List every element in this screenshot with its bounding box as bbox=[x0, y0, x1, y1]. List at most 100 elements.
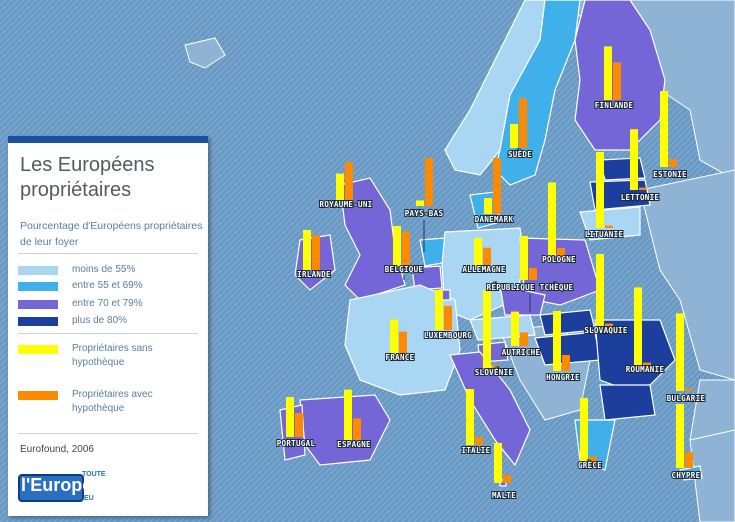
bar-without-mortgage-roumanie bbox=[634, 287, 642, 365]
country-label-lituanie: LITUANIE bbox=[585, 230, 624, 239]
legend-label-over-80: plus de 80% bbox=[72, 315, 128, 326]
legend-subtitle: Pourcentage d'Européens propriétaires de… bbox=[20, 220, 203, 248]
bar-without-mortgage-chypre bbox=[676, 404, 684, 468]
country-label-slovenie: SLOVÉNIE bbox=[475, 368, 514, 377]
bar-with-mortgage-autriche bbox=[520, 332, 528, 346]
legend-swatch-under-55 bbox=[18, 266, 58, 275]
legend-swatch-70-79 bbox=[18, 300, 58, 309]
legend-title-line1: Les Européens bbox=[20, 154, 155, 176]
legend-label-with-mortgage: Propriétaires avec hypothèque bbox=[72, 388, 153, 416]
country-label-suede: SUÈDE bbox=[508, 150, 532, 159]
legend-label-with-mortgage-line2: hypothèque bbox=[72, 403, 125, 414]
bar-without-mortgage-republique-tcheque bbox=[520, 236, 528, 280]
legend-title-line2: propriétaires bbox=[20, 179, 132, 201]
legend-swatch-without-mortgage bbox=[18, 345, 58, 354]
bar-with-mortgage-portugal bbox=[295, 413, 303, 437]
bar-without-mortgage-france bbox=[390, 319, 398, 354]
country-label-roumanie: ROUMANIE bbox=[626, 365, 665, 374]
bar-with-mortgage-royaume-uni bbox=[345, 162, 353, 200]
logo-suffix: .EU bbox=[82, 495, 94, 502]
country-label-pologne: POLOGNE bbox=[542, 255, 576, 264]
bar-with-mortgage-belgique bbox=[402, 231, 410, 266]
bar-without-mortgage-suede bbox=[510, 124, 518, 148]
bar-with-mortgage-luxembourg bbox=[444, 306, 452, 330]
country-label-allemagne: ALLEMAGNE bbox=[462, 265, 506, 274]
bar-with-mortgage-slovenie bbox=[492, 365, 500, 368]
logo-word: l'Europe bbox=[21, 475, 93, 495]
bar-without-mortgage-estonie bbox=[660, 91, 668, 167]
bar-with-mortgage-bulgarie bbox=[685, 388, 693, 391]
country-label-portugal: PORTUGAL bbox=[277, 439, 316, 448]
bar-without-mortgage-hongrie bbox=[553, 311, 561, 371]
source-credit: Eurofound, 2006 bbox=[20, 444, 94, 455]
country-belgium bbox=[411, 265, 443, 291]
bar-without-mortgage-danemark bbox=[484, 198, 492, 214]
bar-with-mortgage-danemark bbox=[493, 158, 501, 214]
bar-without-mortgage-malte bbox=[494, 443, 502, 483]
bar-with-mortgage-france bbox=[399, 331, 407, 354]
logo-top: TOUTE bbox=[82, 471, 106, 478]
bar-without-mortgage-belgique bbox=[393, 226, 401, 266]
country-label-irlande: IRLANDE bbox=[297, 270, 331, 279]
country-label-royaume-uni: ROYAUME-UNI bbox=[320, 200, 373, 209]
country-label-luxembourg: LUXEMBOURG bbox=[424, 331, 472, 340]
bar-without-mortgage-allemagne bbox=[474, 238, 482, 266]
country-label-chypre: CHYPRE bbox=[672, 471, 701, 480]
bar-with-mortgage-hongrie bbox=[562, 355, 570, 371]
country-label-hongrie: HONGRIE bbox=[546, 373, 580, 382]
country-labels: FINLANDE SUÈDE ESTONIE LETTONIE LITUANIE ROYA… bbox=[276, 100, 706, 501]
bar-without-mortgage-irlande bbox=[303, 230, 311, 270]
country-label-finlande: FINLANDE bbox=[595, 101, 634, 110]
country-poland bbox=[519, 237, 601, 306]
country-bars bbox=[286, 46, 693, 483]
country-label-espagne: ESPAGNE bbox=[337, 440, 371, 449]
legend-swatch-with-mortgage bbox=[18, 391, 58, 400]
country-label-autriche: AUTRICHE bbox=[502, 348, 541, 357]
legend-swatch-over-80 bbox=[18, 317, 58, 326]
legend-swatch-55-69 bbox=[18, 282, 58, 291]
bar-without-mortgage-royaume-uni bbox=[336, 173, 344, 200]
country-cyprus bbox=[679, 465, 703, 481]
bar-with-mortgage-lettonie bbox=[639, 187, 647, 190]
bar-with-mortgage-chypre bbox=[685, 452, 693, 468]
legend-label-with-mortgage-line1: Propriétaires avec bbox=[72, 389, 153, 400]
country-bulgaria bbox=[599, 384, 656, 421]
country-label-republique-tcheque: RÉPUBLIQUE TCHÈQUE bbox=[487, 283, 574, 292]
country-label-france: FRANCE bbox=[386, 353, 415, 362]
bar-with-mortgage-italie bbox=[475, 437, 483, 445]
bar-with-mortgage-malte bbox=[503, 475, 511, 483]
legend-divider bbox=[18, 333, 198, 334]
toute-leurope-logo[interactable]: l'Europe TOUTE .EU bbox=[18, 468, 106, 504]
bar-without-mortgage-grece bbox=[580, 398, 588, 462]
legend-label-55-69: entre 55 et 69% bbox=[72, 280, 143, 291]
country-estonia bbox=[599, 157, 646, 181]
country-label-estonie: ESTONIE bbox=[653, 170, 687, 179]
bar-without-mortgage-portugal bbox=[286, 397, 294, 437]
bar-with-mortgage-allemagne bbox=[483, 247, 491, 266]
legend-divider bbox=[18, 433, 198, 434]
bar-with-mortgage-finlande bbox=[613, 62, 621, 100]
bar-with-mortgage-suede bbox=[519, 98, 527, 148]
bar-with-mortgage-grece bbox=[589, 456, 597, 462]
legend-title: Les Européens propriétaires bbox=[20, 153, 200, 203]
bar-with-mortgage-espagne bbox=[353, 418, 361, 440]
bar-without-mortgage-espagne bbox=[344, 389, 352, 440]
bar-with-mortgage-roumanie bbox=[643, 362, 651, 365]
bar-without-mortgage-slovenie bbox=[483, 290, 491, 368]
bar-without-mortgage-lituanie bbox=[596, 152, 604, 228]
legend-label-without-mortgage: Propriétaires sans hypothèque bbox=[72, 342, 153, 370]
country-label-belgique: BELGIQUE bbox=[385, 265, 424, 274]
country-label-lettonie: LETTONIE bbox=[621, 193, 660, 202]
country-label-danemark: DANEMARK bbox=[475, 215, 514, 224]
legend-label-70-79: entre 70 et 79% bbox=[72, 298, 143, 309]
bar-without-mortgage-pays-bas bbox=[416, 200, 424, 206]
country-lithuania bbox=[579, 206, 641, 241]
bar-without-mortgage-lettonie bbox=[630, 129, 638, 190]
country-label-bulgarie: BULGARIE bbox=[667, 394, 706, 403]
bar-with-mortgage-estonie bbox=[669, 159, 677, 167]
legend-panel: Les Européens propriétaires Pourcentage … bbox=[8, 136, 208, 516]
legend-label-without-mortgage-line2: hypothèque bbox=[72, 357, 125, 368]
bar-without-mortgage-bulgarie bbox=[676, 313, 684, 391]
bar-with-mortgage-lituanie bbox=[605, 225, 613, 228]
